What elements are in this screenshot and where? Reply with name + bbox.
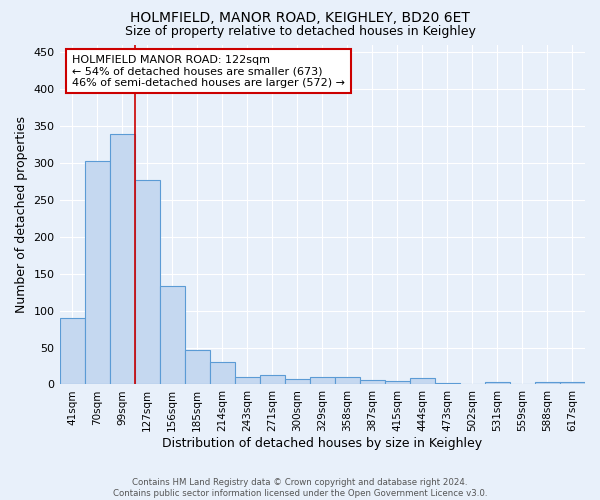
Bar	[360, 380, 385, 384]
Bar	[435, 383, 460, 384]
Bar	[110, 134, 134, 384]
Text: HOLMFIELD, MANOR ROAD, KEIGHLEY, BD20 6ET: HOLMFIELD, MANOR ROAD, KEIGHLEY, BD20 6E…	[130, 11, 470, 25]
Bar	[485, 382, 510, 384]
Bar	[59, 318, 85, 384]
X-axis label: Distribution of detached houses by size in Keighley: Distribution of detached houses by size …	[162, 437, 482, 450]
Bar	[385, 381, 410, 384]
Text: HOLMFIELD MANOR ROAD: 122sqm
← 54% of detached houses are smaller (673)
46% of s: HOLMFIELD MANOR ROAD: 122sqm ← 54% of de…	[72, 54, 345, 88]
Bar	[410, 378, 435, 384]
Bar	[134, 180, 160, 384]
Bar	[160, 286, 185, 384]
Y-axis label: Number of detached properties: Number of detached properties	[15, 116, 28, 313]
Bar	[310, 377, 335, 384]
Bar	[285, 378, 310, 384]
Bar	[85, 161, 110, 384]
Bar	[335, 377, 360, 384]
Bar	[235, 377, 260, 384]
Text: Contains HM Land Registry data © Crown copyright and database right 2024.
Contai: Contains HM Land Registry data © Crown c…	[113, 478, 487, 498]
Bar	[209, 362, 235, 384]
Bar	[535, 382, 560, 384]
Bar	[560, 382, 585, 384]
Bar	[260, 375, 285, 384]
Bar	[185, 350, 209, 384]
Text: Size of property relative to detached houses in Keighley: Size of property relative to detached ho…	[125, 25, 475, 38]
